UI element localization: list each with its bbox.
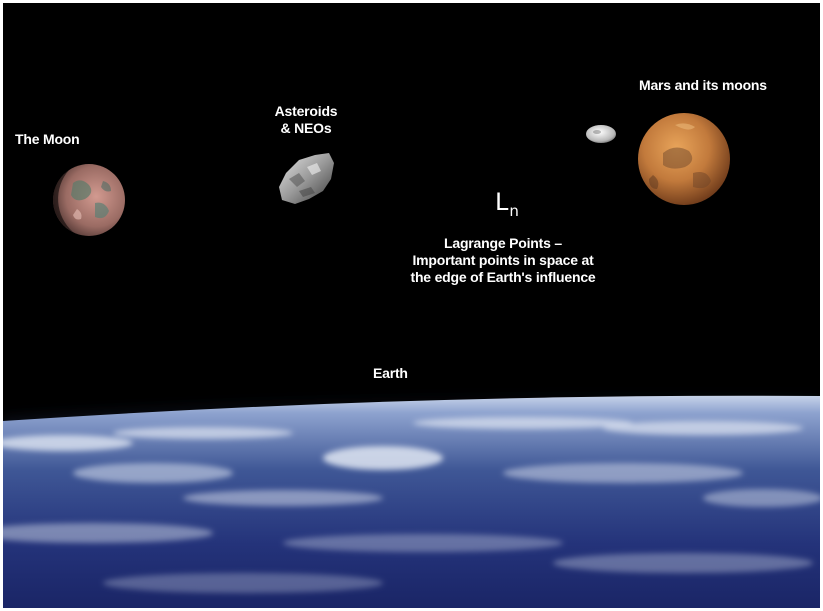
lagrange-symbol-subscript: n <box>509 202 519 220</box>
asteroids-label-line-2: & NEOs <box>280 120 332 136</box>
asteroids-label-line-1: Asteroids <box>274 103 338 119</box>
earth-label: Earth <box>373 365 408 381</box>
earth-icon <box>3 390 820 608</box>
mars-icon <box>638 113 730 205</box>
phobos-icon <box>586 125 616 143</box>
mars-label: Mars and its moons <box>639 77 767 93</box>
space-scene: The Moon Asteroids & NEOs Mars and its m… <box>3 3 820 608</box>
lagrange-caption-line-1: Lagrange Points – <box>444 235 562 251</box>
lagrange-symbol-letter: L <box>495 188 509 216</box>
scene-illustration <box>3 113 820 608</box>
lagrange-caption: Lagrange Points – Important points in sp… <box>373 235 633 286</box>
lagrange-caption-line-2: Important points in space at <box>412 252 594 268</box>
moon-label: The Moon <box>15 131 80 147</box>
asteroid-icon <box>279 153 334 204</box>
moon-icon <box>52 164 125 236</box>
lagrange-caption-line-3: the edge of Earth's influence <box>410 269 596 285</box>
lagrange-symbol: Ln <box>495 188 519 220</box>
asteroids-label: Asteroids & NEOs <box>261 103 351 137</box>
